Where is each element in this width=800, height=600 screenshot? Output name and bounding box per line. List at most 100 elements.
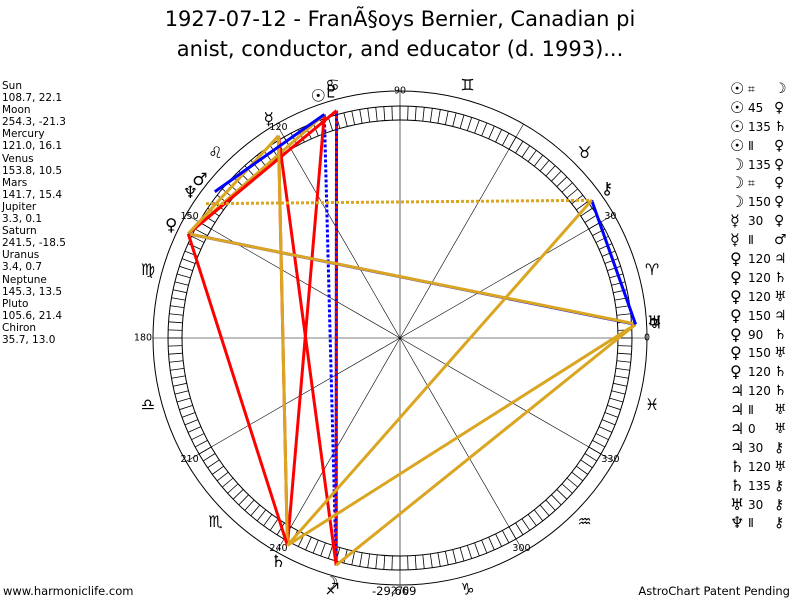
degree-tick	[515, 141, 524, 154]
degree-tick	[601, 250, 616, 257]
aspect-line	[186, 233, 289, 546]
degree-tick	[584, 214, 597, 223]
aspect-planet-1: ☽	[730, 154, 745, 174]
degree-tick	[527, 150, 537, 162]
aspect-planet-2: ♀	[774, 213, 785, 230]
degree-tick	[170, 367, 185, 371]
aspect-planet-2: ♄	[774, 269, 787, 286]
aspect-symbol: Ⅱ	[748, 233, 754, 248]
degree-tick	[595, 235, 609, 243]
degree-label: 0	[644, 333, 650, 344]
aspect-planet-1: ☉	[730, 97, 745, 117]
degree-tick	[181, 258, 196, 264]
degree-tick	[422, 107, 425, 122]
aspect-row: ♀ 120 ♃	[730, 249, 787, 269]
degree-tick	[539, 160, 550, 172]
degree-tick	[488, 125, 495, 140]
degree-tick	[615, 367, 630, 371]
degree-tick	[359, 552, 363, 567]
planet-coords: 153.8, 10.5	[2, 164, 63, 177]
degree-tick	[551, 170, 562, 182]
degree-tick	[444, 110, 449, 125]
planet-glyph: ⚷︎	[601, 179, 613, 199]
aspect-line	[286, 199, 593, 547]
degree-tick	[227, 483, 239, 494]
aspect-planet-2: ⚷	[774, 515, 785, 532]
aspect-symbol: Ⅱ	[748, 516, 754, 531]
degree-tick	[172, 382, 187, 387]
degree-label: 120	[269, 122, 287, 133]
degree-tick	[414, 106, 417, 121]
degree-tick	[616, 360, 631, 363]
aspect-planet-2: ♂	[774, 232, 787, 249]
aspect-row: ☉ 135 ♄	[730, 116, 787, 137]
aspect-row: ☽ 135 ♀	[730, 154, 787, 175]
planet-glyph: ♄︎	[271, 552, 286, 572]
aspect-line	[335, 323, 637, 567]
degree-tick	[561, 182, 573, 193]
aspect-planet-2: ♀	[774, 194, 785, 211]
aspect-planet-1: ☿	[730, 230, 740, 250]
degree-tick	[474, 542, 480, 557]
degree-tick	[312, 539, 319, 554]
degree-tick	[533, 509, 544, 522]
degree-tick	[327, 545, 334, 559]
degree-tick	[375, 107, 378, 122]
aspect-symbol: 30	[748, 440, 764, 455]
zodiac-sign-glyph: ♏︎	[208, 512, 222, 531]
degree-tick	[566, 188, 578, 199]
sign-divider	[399, 337, 524, 553]
aspect-line	[187, 109, 338, 235]
planet-name: Sun	[2, 80, 22, 92]
degree-tick	[174, 390, 189, 395]
degree-tick	[269, 518, 279, 531]
degree-tick	[604, 258, 619, 264]
degree-tick	[174, 281, 189, 286]
degree-tick	[533, 154, 544, 167]
aspect-symbol: 135	[748, 157, 771, 172]
planet-coords: 145.3, 13.5	[2, 285, 63, 298]
aspect-symbol: 135	[748, 119, 771, 134]
degree-tick	[609, 273, 624, 279]
aspect-planet-2: ♄	[774, 118, 787, 135]
degree-tick	[179, 265, 193, 272]
aspect-row: ☿ Ⅱ ♂	[730, 230, 787, 250]
degree-tick	[172, 289, 187, 294]
aspect-row: ♅ 30 ⚷	[730, 495, 787, 515]
zodiac-sign-glyph: ♒︎	[577, 512, 591, 531]
aspect-symbol: 120	[748, 384, 771, 399]
degree-label: 270	[391, 586, 409, 597]
degree-tick	[459, 547, 465, 562]
aspect-row: ♃ 120 ♄	[730, 381, 787, 401]
aspect-planet-2: ♅	[774, 345, 787, 362]
aspect-row: ♃ 30 ⚷	[730, 438, 787, 458]
planet-coords: 254.3, -21.3	[2, 116, 66, 129]
degree-tick	[176, 273, 191, 279]
planet-name: Pluto	[2, 297, 29, 310]
aspect-planet-2: ♀	[774, 175, 785, 192]
aspect-row: ☉ 45 ♀	[730, 97, 787, 118]
planet-name: Neptune	[2, 273, 47, 286]
degree-tick	[367, 553, 371, 568]
planet-coords: 3.3, 0.1	[2, 213, 43, 226]
planet-coords: 3.4, 0.7	[2, 261, 43, 274]
planet-coords: 108.7, 22.1	[2, 92, 63, 105]
degree-tick	[256, 509, 267, 522]
degree-tick	[168, 352, 183, 355]
aspect-symbol: 150	[748, 195, 771, 210]
aspect-planet-1: ♄	[730, 456, 745, 476]
website-link[interactable]: www.harmoniclife.com	[3, 584, 134, 598]
degree-tick	[429, 553, 433, 568]
degree-tick	[351, 551, 356, 566]
degree-tick	[611, 281, 626, 286]
planet-name: Mercury	[2, 128, 45, 141]
zodiac-sign-glyph: ♉︎	[577, 143, 591, 162]
zodiac-sign-glyph: ♋︎	[325, 75, 339, 94]
aspect-row: ♀ 150 ♃	[730, 306, 787, 326]
aspect-planet-1: ☉	[730, 116, 745, 136]
aspect-planet-1: ☽	[730, 173, 745, 193]
degree-tick	[191, 433, 205, 441]
planet-coords: 35.7, 13.0	[2, 333, 56, 346]
degree-tick	[351, 110, 356, 125]
sign-divider	[276, 123, 401, 339]
